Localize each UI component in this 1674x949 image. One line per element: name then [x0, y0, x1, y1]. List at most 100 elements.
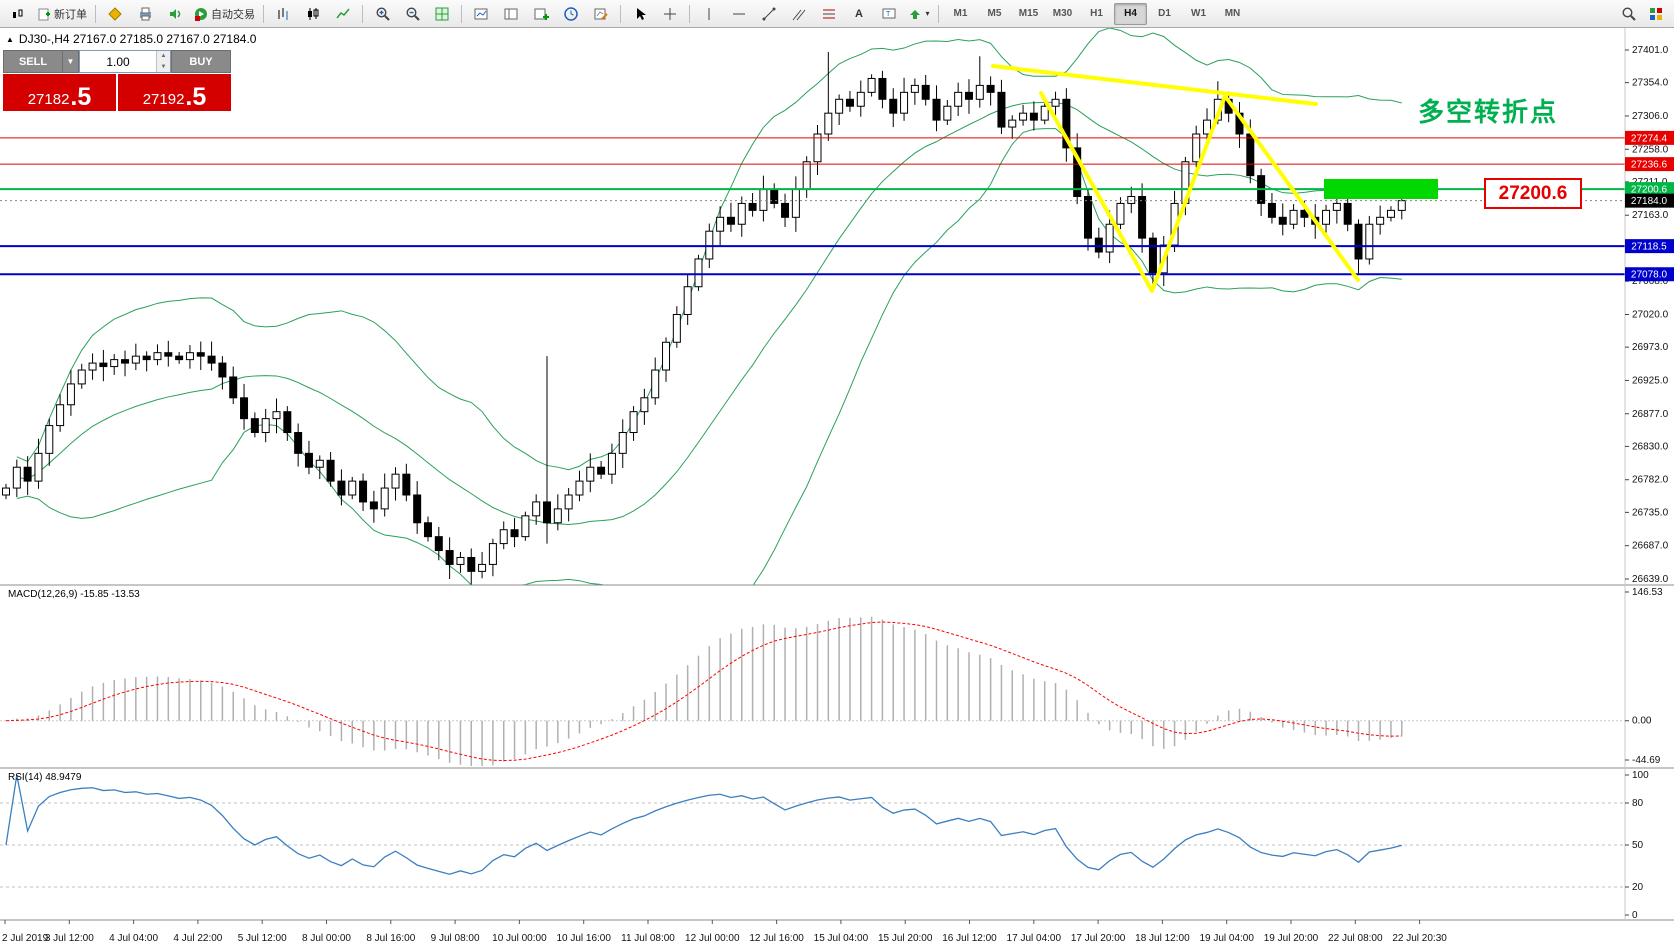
svg-text:27078.0: 27078.0: [1631, 270, 1668, 281]
rsi-line: [5, 774, 1402, 875]
candle: [413, 494, 422, 524]
candle: [185, 352, 194, 361]
zoom-in-icon[interactable]: [368, 3, 396, 25]
candle: [45, 425, 54, 454]
line-chart-mode-icon[interactable]: [329, 3, 357, 25]
candle: [240, 397, 249, 420]
svg-text:27306.0: 27306.0: [1632, 111, 1669, 122]
candle: [597, 466, 606, 475]
crosshair-icon[interactable]: [656, 3, 684, 25]
new-order-button[interactable]: 新订单: [34, 3, 90, 25]
svg-text:20: 20: [1632, 882, 1644, 893]
timeframe-M1[interactable]: M1: [953, 8, 968, 19]
svg-text:16 Jul 12:00: 16 Jul 12:00: [942, 933, 997, 944]
data-window-icon[interactable]: [467, 3, 495, 25]
zoom-out-icon[interactable]: [398, 3, 426, 25]
channel-tool-icon[interactable]: [785, 3, 813, 25]
svg-text:26782.0: 26782.0: [1632, 475, 1669, 486]
axis-price-label: [1625, 267, 1674, 282]
candle: [304, 452, 313, 468]
horizontal-line-tool-icon[interactable]: [725, 3, 753, 25]
market-watch-icon[interactable]: [101, 3, 129, 25]
text-tool-icon[interactable]: A: [855, 7, 863, 20]
timeframe-H1[interactable]: H1: [1090, 8, 1103, 19]
highlight-rect[interactable]: [1324, 179, 1438, 199]
navigator-window-icon[interactable]: [497, 3, 525, 25]
macd-panel[interactable]: [0, 616, 1625, 766]
macd-indicator-label: MACD(12,26,9) -15.85 -13.53: [8, 589, 140, 600]
sell-button[interactable]: SELL: [3, 50, 63, 73]
axis-price-label: [1625, 239, 1674, 254]
shapes-tool-icon[interactable]: ▾: [905, 3, 933, 25]
layout-icon[interactable]: [1642, 3, 1670, 25]
print-icon[interactable]: [131, 3, 159, 25]
candle: [975, 84, 984, 100]
svg-text:8 Jul 00:00: 8 Jul 00:00: [302, 933, 351, 944]
candle: [748, 202, 757, 211]
candle: [813, 133, 822, 163]
turning-point-annotation[interactable]: 多空转折点: [1418, 97, 1559, 127]
svg-text:80: 80: [1632, 798, 1644, 809]
candle: [1203, 119, 1212, 135]
volume-dropdown-icon[interactable]: ▼: [63, 50, 79, 73]
svg-text:26735.0: 26735.0: [1632, 507, 1669, 518]
svg-text:50: 50: [1632, 840, 1644, 851]
candle: [1267, 202, 1276, 218]
candle: [1019, 112, 1028, 121]
volume-input[interactable]: [80, 51, 156, 72]
candle: [683, 286, 692, 315]
template-icon[interactable]: [587, 3, 615, 25]
timeframe-M15[interactable]: M15: [1018, 8, 1039, 19]
vertical-line-tool-icon[interactable]: [695, 3, 723, 25]
rsi-name: RSI(14): [8, 772, 43, 783]
auto-trading-button[interactable]: 自动交易: [191, 3, 258, 25]
timeframe-M30[interactable]: M30: [1052, 8, 1073, 19]
timeframe-MN[interactable]: MN: [1224, 8, 1241, 19]
tile-windows-icon[interactable]: [428, 3, 456, 25]
candle: [1322, 209, 1331, 225]
bollinger-middle[interactable]: [16, 101, 1402, 526]
svg-text:5 Jul 12:00: 5 Jul 12:00: [238, 933, 287, 944]
axis-price-label: [1625, 157, 1674, 172]
main-chart-panel[interactable]: [0, 28, 1625, 614]
candle: [1094, 237, 1103, 253]
cursor-icon[interactable]: [626, 3, 654, 25]
yellow-zigzag[interactable]: [1039, 91, 1360, 293]
rsi-panel[interactable]: [0, 774, 1625, 888]
fibonacci-tool-icon[interactable]: [815, 3, 843, 25]
candle: [391, 473, 400, 489]
sell-price-display[interactable]: 27182 .5: [3, 74, 116, 111]
collapse-icon[interactable]: ▲: [6, 34, 14, 44]
candle: [781, 202, 790, 218]
yellow-trendline[interactable]: [991, 64, 1318, 106]
timeframe-M5[interactable]: M5: [987, 8, 1002, 19]
buy-button[interactable]: BUY: [171, 50, 231, 73]
svg-text:4 Jul 22:00: 4 Jul 22:00: [173, 933, 222, 944]
svg-text:11 Jul 08:00: 11 Jul 08:00: [621, 933, 675, 944]
axis-price-label: [1625, 182, 1674, 197]
buy-price-display[interactable]: 27192 .5: [118, 74, 231, 111]
candle: [1376, 216, 1385, 225]
svg-text:3 Jul 12:00: 3 Jul 12:00: [45, 933, 94, 944]
label-tool-icon[interactable]: T: [875, 3, 903, 25]
macd-values: -15.85 -13.53: [80, 589, 140, 600]
volume-stepper[interactable]: ▲ ▼: [156, 51, 170, 72]
candle: [1051, 98, 1060, 107]
timeframe-H4[interactable]: H4: [1114, 2, 1147, 25]
search-icon[interactable]: [1614, 3, 1642, 25]
timeframe-W1[interactable]: W1: [1191, 8, 1206, 19]
candle: [629, 411, 638, 434]
candle: [564, 494, 573, 510]
timeframe-D1[interactable]: D1: [1158, 8, 1171, 19]
price-callout-box[interactable]: 27200.6: [1484, 178, 1582, 209]
candlestick-mode-icon[interactable]: [299, 3, 327, 25]
period-icon[interactable]: [557, 3, 585, 25]
add-indicator-icon[interactable]: [527, 3, 555, 25]
candle: [964, 91, 973, 100]
bar-chart-mode-icon[interactable]: [269, 3, 297, 25]
candle: [1289, 209, 1298, 225]
sound-icon[interactable]: [161, 3, 189, 25]
bollinger-lower[interactable]: [16, 128, 1402, 615]
trendline-tool-icon[interactable]: [755, 3, 783, 25]
